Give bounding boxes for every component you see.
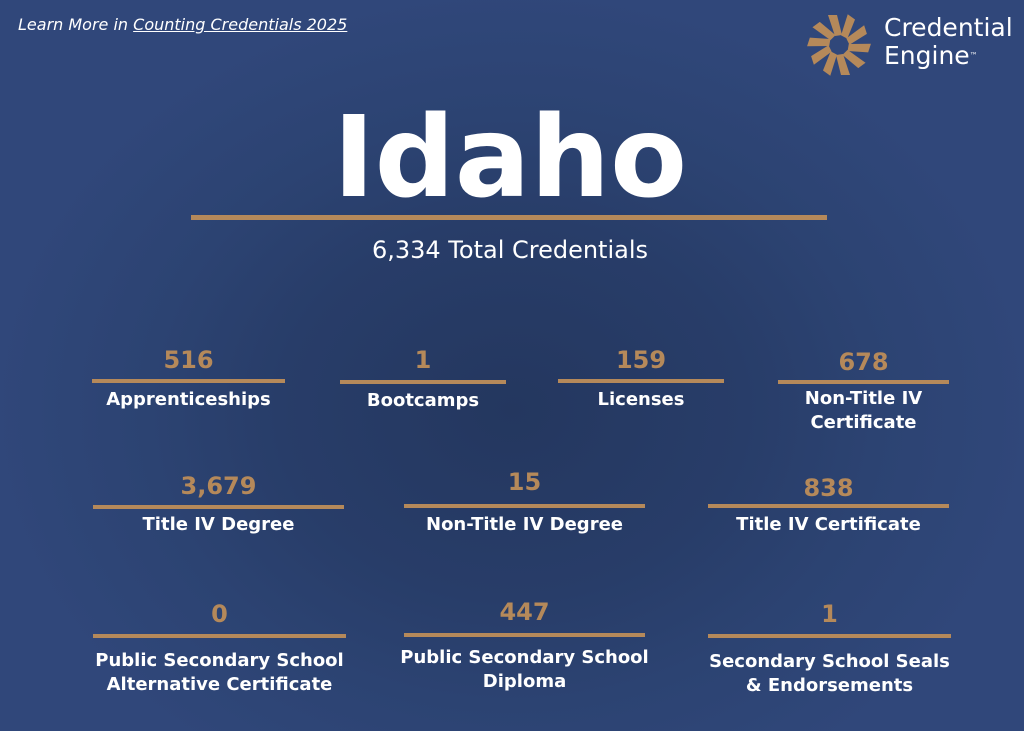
stat-divider <box>558 379 724 383</box>
stat-value: 447 <box>499 598 550 626</box>
trademark-symbol: ™ <box>969 51 978 60</box>
stat-non-title-iv-degree: 15 Non-Title IV Degree <box>404 468 645 538</box>
stat-label: Non-Title IV Certificate <box>804 388 923 433</box>
stat-value: 0 <box>211 600 228 628</box>
stat-divider <box>92 379 285 383</box>
stat-divider <box>708 504 949 508</box>
stat-divider <box>708 634 951 638</box>
stat-value: 1 <box>821 600 838 628</box>
stat-divider <box>404 504 645 508</box>
stat-title-iv-degree: 3,679 Title IV Degree <box>93 472 344 542</box>
sunburst-logo-icon <box>807 14 871 76</box>
stat-licenses: 159 Licenses <box>558 346 724 410</box>
logo-wordmark: Credential Engine™ <box>884 14 1013 70</box>
stat-public-secondary-alternative-certificate: 0 Public Secondary School Alternative Ce… <box>93 600 346 700</box>
learn-more-text: Learn More in Counting Credentials 2025 <box>18 15 347 34</box>
stat-apprenticeships: 516 Apprenticeships <box>92 346 285 410</box>
stat-label: Bootcamps <box>366 390 480 411</box>
stat-label: Non-Title IV Degree <box>426 514 623 535</box>
stat-non-title-iv-certificate: 678 Non-Title IV Certificate <box>778 348 949 438</box>
stat-label: Public Secondary School Diploma <box>400 647 649 692</box>
stat-value: 159 <box>615 346 667 374</box>
logo-line1: Credential <box>884 13 1013 42</box>
stat-bootcamps: 1 Bootcamps <box>340 346 506 411</box>
stat-seals-endorsements: 1 Secondary School Seals & Endorsements <box>708 600 951 700</box>
title-divider <box>191 215 827 220</box>
stat-divider <box>778 380 949 384</box>
stat-label: Secondary School Seals & Endorsements <box>709 651 950 696</box>
stat-divider <box>93 634 346 638</box>
state-name: Idaho <box>332 93 688 223</box>
stat-value: 838 <box>803 474 854 502</box>
stat-divider <box>340 380 506 384</box>
stat-public-secondary-diploma: 447 Public Secondary School Diploma <box>400 598 648 698</box>
logo-line2: Engine <box>884 41 970 70</box>
stat-value: 1 <box>414 346 432 374</box>
stat-label: Licenses <box>597 389 685 410</box>
counting-credentials-link[interactable]: Counting Credentials 2025 <box>133 15 348 34</box>
learn-more-prefix: Learn More in <box>18 15 134 34</box>
stat-label: Title IV Certificate <box>736 514 921 535</box>
stat-label: Title IV Degree <box>142 514 295 535</box>
total-credentials: 6,334 Total Credentials <box>371 236 649 264</box>
credential-engine-logo[interactable]: Credential Engine™ <box>806 12 1016 78</box>
stat-title-iv-certificate: 838 Title IV Certificate <box>708 474 949 544</box>
stat-value: 516 <box>163 346 214 374</box>
stat-value: 3,679 <box>180 472 257 500</box>
stat-value: 678 <box>838 348 889 376</box>
stat-divider <box>404 633 645 637</box>
stat-divider <box>93 505 344 509</box>
stat-label: Apprenticeships <box>106 389 271 410</box>
stat-label: Public Secondary School Alternative Cert… <box>95 650 344 695</box>
stat-value: 15 <box>507 468 542 496</box>
